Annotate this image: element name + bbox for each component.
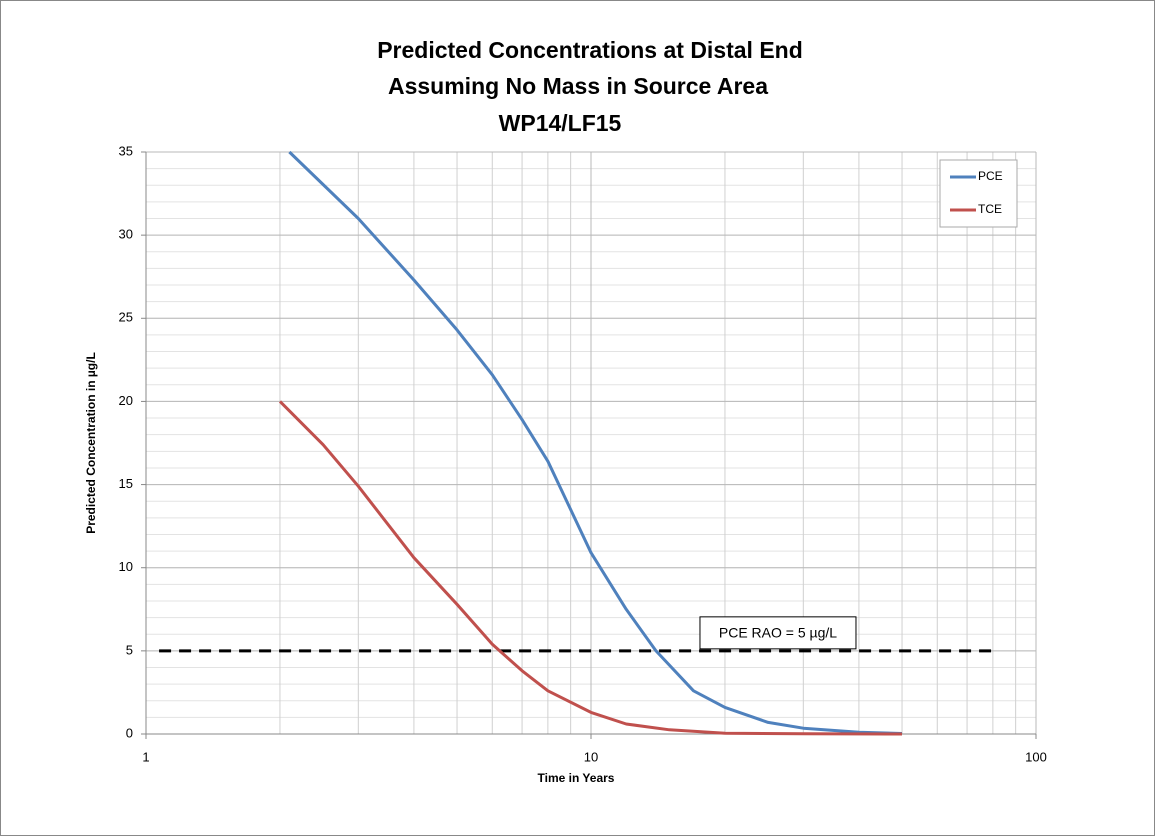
chart-title: Predicted Concentrations at Distal End <box>377 37 803 63</box>
x-tick-label: 10 <box>584 749 598 764</box>
y-tick-label: 10 <box>119 559 133 574</box>
x-tick-label: 1 <box>142 749 149 764</box>
y-tick-label: 5 <box>126 642 133 657</box>
line-series <box>288 150 903 735</box>
x-tick-label: 100 <box>1025 749 1047 764</box>
annotation-box <box>699 616 857 650</box>
y-tick-label: 25 <box>119 310 133 325</box>
y-axis-title: Predicted Concentration in µg/L <box>84 352 98 534</box>
legend-box <box>939 159 1018 228</box>
legend: PCE TCE <box>939 159 1018 228</box>
y-tick-label: 30 <box>119 227 133 242</box>
y-tick-label: 0 <box>126 725 133 740</box>
x-axis-title: Time in Years <box>538 771 615 785</box>
annotation-label: PCE RAO = 5 µg/L <box>719 625 837 641</box>
legend-label: PCE <box>978 169 1003 183</box>
y-tick-label: 15 <box>119 476 133 491</box>
chart-title: WP14/LF15 <box>499 110 622 136</box>
y-tick-label: 35 <box>119 143 133 158</box>
line-series <box>278 400 903 736</box>
legend-label: TCE <box>978 202 1002 216</box>
chart-title: Assuming No Mass in Source Area <box>388 73 768 99</box>
y-tick-label: 20 <box>119 393 133 408</box>
